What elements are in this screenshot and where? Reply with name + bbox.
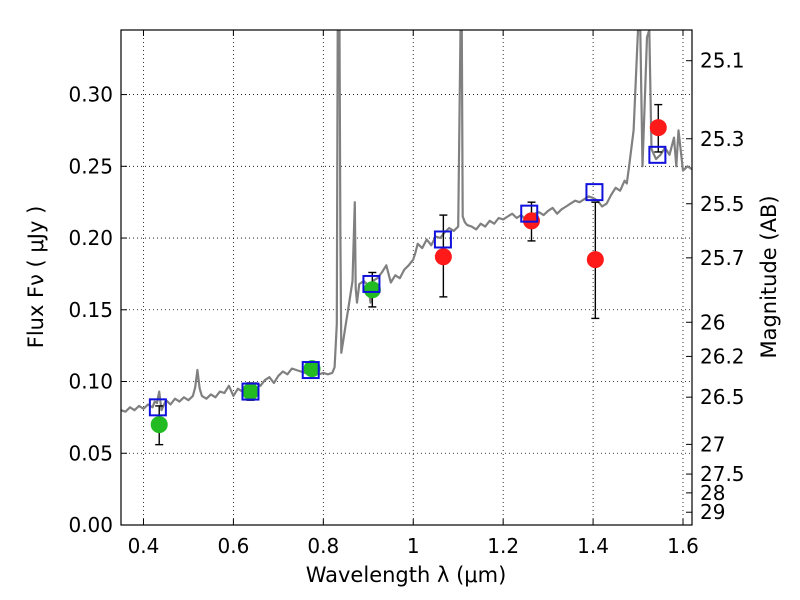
y2-tick-label: 29 (700, 500, 725, 524)
model-point (433, 230, 452, 249)
model-point (585, 183, 604, 202)
spectrum-line (121, 30, 692, 413)
model-point (148, 398, 167, 417)
model-point (362, 274, 381, 293)
y2-tick-label: 26.2 (700, 344, 745, 368)
y2-tick-label: 25.1 (700, 49, 745, 73)
data-point (586, 251, 604, 269)
x-tick-label: 0.4 (128, 534, 160, 558)
y2-tick-label: 25.5 (700, 192, 745, 216)
model-point (648, 145, 667, 164)
y-axis-label: Flux Fν ( μJy ) (24, 206, 48, 349)
data-point (241, 383, 259, 401)
data-point (150, 416, 168, 434)
model-point (520, 204, 539, 223)
y2-tick-label: 27.5 (700, 462, 745, 486)
x-tick-label: 1.4 (577, 534, 609, 558)
data-point (434, 248, 452, 266)
x-axis-label: Wavelength λ (μm) (306, 563, 507, 587)
x-tick-label: 0.6 (217, 534, 249, 558)
data-point (303, 360, 321, 378)
y-tick-label: 0.25 (68, 154, 113, 178)
x-tick-label: 1.2 (487, 534, 519, 558)
y-tick-label: 0.15 (68, 298, 113, 322)
y-tick-label: 0.05 (68, 441, 113, 465)
y-tick-label: 0.00 (68, 513, 113, 537)
x-axis: 0.4 0.6 0.8 1 1.2 1.4 1.6 (128, 30, 699, 558)
plot-frame (120, 29, 693, 526)
y2-tick-label: 25.7 (700, 246, 745, 270)
y-axis: 0.00 0.05 0.10 0.15 0.20 0.25 0.30 (68, 83, 127, 537)
x-tick-label: 0.8 (307, 534, 339, 558)
grid (121, 30, 692, 526)
plot-area (121, 30, 692, 446)
data-point (649, 119, 667, 137)
y2-tick-label: 28 (700, 481, 725, 505)
x-tick-label: 1 (407, 534, 420, 558)
y-tick-label: 0.30 (68, 83, 113, 107)
y-tick-label: 0.10 (68, 370, 113, 394)
y2-tick-label: 26 (700, 310, 725, 334)
data-point (363, 281, 381, 299)
y-tick-label: 0.20 (68, 226, 113, 250)
x-tick-label: 1.6 (667, 534, 699, 558)
model-point (241, 382, 260, 401)
model-point (301, 361, 320, 380)
y2-tick-label: 27 (700, 432, 725, 456)
y2-axis-label: Magnitude (AB) (757, 195, 781, 358)
y2-tick-label: 25.3 (700, 127, 745, 151)
y2-tick-label: 26.5 (700, 385, 745, 409)
